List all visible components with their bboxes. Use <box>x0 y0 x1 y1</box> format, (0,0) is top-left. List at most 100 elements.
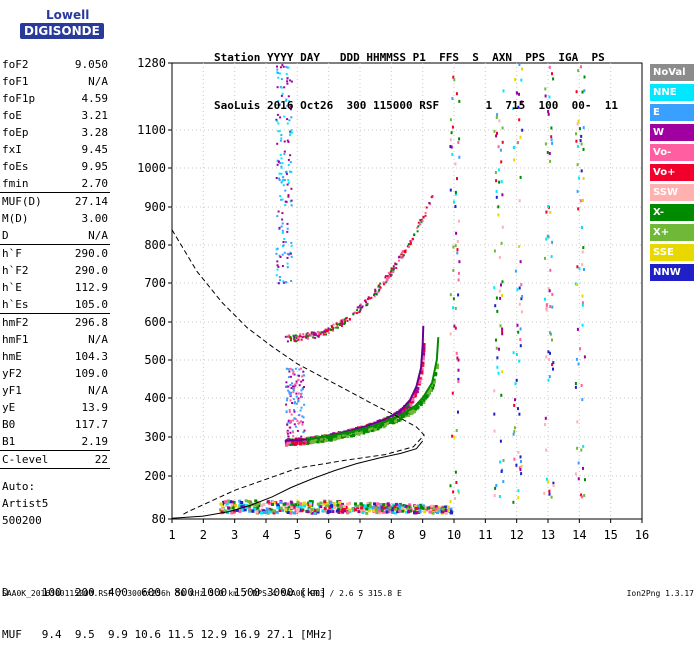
echo-point <box>409 506 413 510</box>
echo-point <box>580 169 583 173</box>
echo-point <box>456 240 459 243</box>
echo-point <box>500 393 503 397</box>
echo-point <box>583 355 586 359</box>
echo-point <box>232 500 236 504</box>
echo-point <box>318 331 321 334</box>
echo-point <box>265 507 269 511</box>
echo-point <box>342 505 346 508</box>
echo-point <box>305 502 308 506</box>
echo-point <box>432 507 436 510</box>
param-value: 27.14 <box>74 195 108 208</box>
echo-point <box>579 139 582 143</box>
echo-point <box>302 431 305 434</box>
param-value: 290.0 <box>74 264 108 277</box>
echo-point <box>409 243 412 246</box>
echo-point <box>501 126 504 130</box>
echo-point <box>352 434 355 438</box>
param-value: 3.28 <box>81 126 109 139</box>
echo-point <box>289 79 292 82</box>
echo-point <box>548 375 551 379</box>
echo-point <box>457 278 460 282</box>
echo-point <box>346 435 350 439</box>
echo-point <box>450 145 453 149</box>
echo-point <box>455 231 458 235</box>
echo-point <box>401 250 404 253</box>
echo-point <box>545 477 548 481</box>
auto-program: Artist5 <box>2 497 49 510</box>
echo-point <box>239 507 243 511</box>
echo-point <box>288 410 291 413</box>
echo-point <box>287 195 290 198</box>
echo-point <box>451 125 454 129</box>
echo-point <box>580 134 583 138</box>
echo-point <box>382 510 386 514</box>
echo-point <box>280 137 283 140</box>
echo-point <box>454 470 457 474</box>
echo-point <box>283 238 286 240</box>
echo-point <box>493 286 496 290</box>
echo-point <box>520 472 523 476</box>
echo-point <box>422 348 426 352</box>
echo-point <box>584 478 586 482</box>
echo-point <box>576 327 579 331</box>
echo-point <box>549 268 552 272</box>
echo-point <box>319 333 322 336</box>
param-row: hmF2 296.8 <box>0 313 110 331</box>
echo-point <box>409 403 413 407</box>
echo-point <box>398 505 402 509</box>
echo-point <box>392 414 396 418</box>
echo-point <box>314 336 317 339</box>
echo-point <box>515 378 518 382</box>
echo-point <box>300 406 303 409</box>
echo-point <box>513 430 516 434</box>
echo-point <box>335 326 338 329</box>
echo-point <box>457 293 460 297</box>
echo-point <box>296 510 300 514</box>
echo-point <box>518 412 521 416</box>
echo-point <box>339 435 343 439</box>
echo-point <box>545 308 548 312</box>
echo-point <box>386 275 389 278</box>
echo-point <box>338 503 342 507</box>
legend-item: X- <box>650 204 694 221</box>
param-row: foE 3.21 <box>0 107 110 124</box>
echo-point <box>425 508 428 512</box>
echo-point <box>235 508 239 512</box>
echo-point <box>281 162 284 165</box>
echo-point <box>456 177 458 181</box>
echo-point <box>356 504 360 508</box>
echo-point <box>276 120 279 123</box>
echo-point <box>281 92 284 95</box>
echo-point <box>405 404 409 408</box>
echo-point <box>500 283 502 287</box>
echo-point <box>405 510 409 514</box>
echo-point <box>336 500 340 504</box>
echo-point <box>373 292 376 295</box>
echo-point <box>402 254 405 257</box>
echo-point <box>339 323 341 326</box>
echo-point <box>340 325 343 327</box>
echo-point <box>319 501 323 505</box>
echo-point <box>281 265 284 267</box>
echo-point <box>512 500 515 504</box>
echo-point <box>547 110 550 113</box>
echo-point <box>343 323 346 326</box>
echo-point <box>332 326 335 329</box>
echo-point <box>341 323 344 325</box>
echo-point <box>452 75 455 79</box>
echo-point <box>493 389 496 393</box>
echo-point <box>436 366 439 370</box>
echo-point <box>498 289 501 293</box>
echo-point <box>286 77 289 80</box>
x-tick-label: 5 <box>294 528 301 542</box>
echo-point <box>277 71 279 74</box>
echo-point <box>418 503 422 507</box>
echo-point <box>456 356 459 360</box>
param-value: 112.9 <box>74 281 108 294</box>
echo-point <box>387 503 391 507</box>
echo-point <box>417 225 420 228</box>
param-label: C-level <box>2 453 49 466</box>
echo-point <box>379 425 383 429</box>
param-value: 22 <box>94 453 108 466</box>
echo-point <box>457 377 460 381</box>
